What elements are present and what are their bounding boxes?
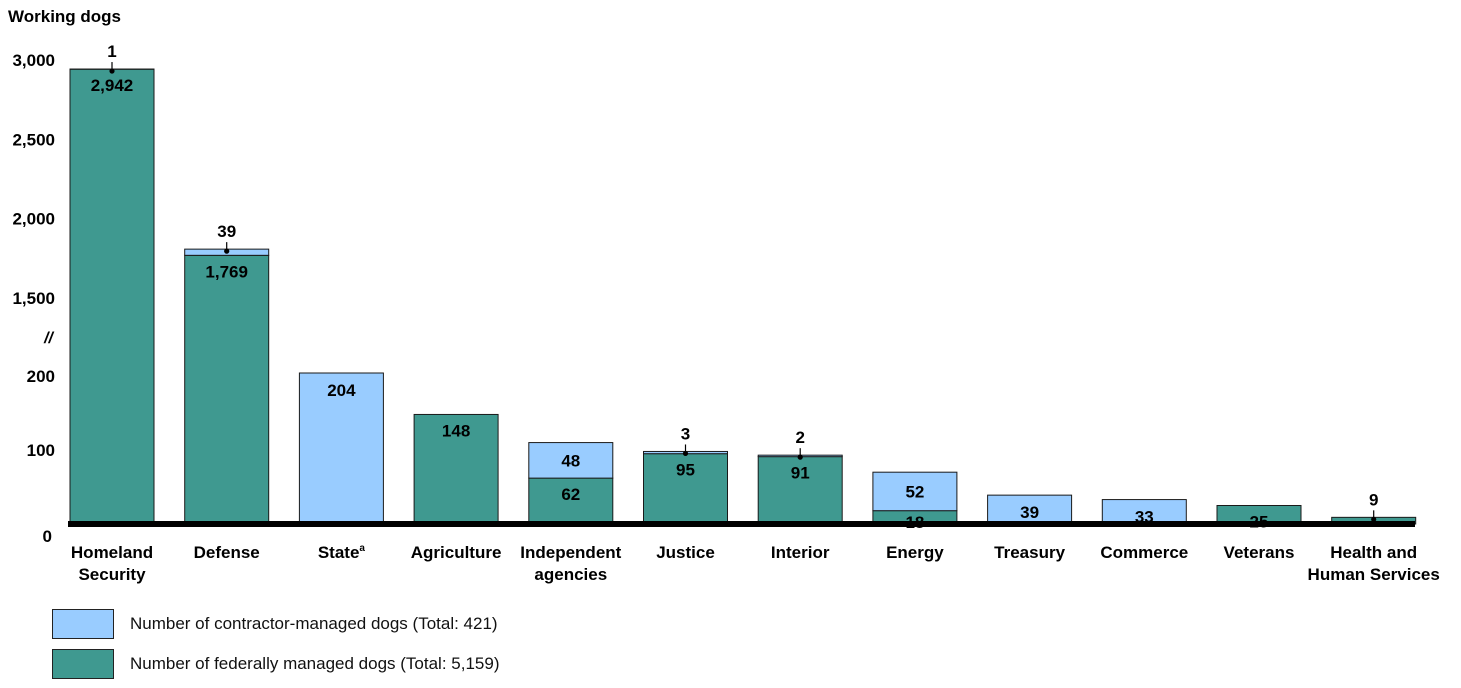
callout-dot (798, 455, 803, 460)
legend-label-contractor: Number of contractor-managed dogs (Total… (130, 614, 498, 634)
legend-label-federal: Number of federally managed dogs (Total:… (130, 654, 499, 674)
value-label: 95 (676, 461, 695, 480)
callout-dot (224, 249, 229, 254)
x-tick-label: agencies (534, 565, 607, 584)
y-tick-label: 1,500 (12, 289, 55, 308)
y-tick-label: 200 (27, 367, 55, 386)
callout-dot (109, 68, 114, 73)
legend-item-federal: Number of federally managed dogs (Total:… (52, 648, 499, 680)
value-label: 148 (442, 421, 470, 440)
value-label: 9 (1369, 490, 1378, 509)
legend-swatch-federal (52, 649, 114, 679)
value-label: 39 (1020, 503, 1039, 522)
y-axis-ticks: 3,000 2,500 2,000 1,500 200 100 0 // (12, 51, 55, 546)
bars (70, 69, 1416, 524)
y-tick-label: 0 (43, 527, 52, 546)
y-tick-label: 2,500 (12, 130, 55, 149)
bar-federal (185, 255, 269, 524)
value-label: 2,942 (91, 76, 134, 95)
x-tick-label: Homeland (71, 543, 153, 562)
legend-item-contractor: Number of contractor-managed dogs (Total… (52, 608, 499, 640)
x-tick-label: Agriculture (411, 543, 502, 562)
y-tick-label: 2,000 (12, 210, 55, 229)
x-axis-baseline (68, 521, 1415, 527)
axis-break-marker: // (43, 330, 54, 347)
x-tick-label: Statea (318, 543, 366, 562)
y-tick-label: 3,000 (12, 51, 55, 70)
value-label: 2 (795, 428, 804, 447)
x-axis-labels: Homeland Security Defense Statea Agriculture… (71, 543, 1440, 584)
value-label: 3 (681, 424, 690, 443)
x-tick-label: Independent (520, 543, 621, 562)
legend-swatch-contractor (52, 609, 114, 639)
y-tick-label: 100 (27, 441, 55, 460)
value-label: 48 (561, 451, 580, 470)
legend: Number of contractor-managed dogs (Total… (52, 608, 499, 688)
x-tick-label: Defense (194, 543, 260, 562)
x-tick-label: Justice (656, 543, 715, 562)
bar-chart: Working dogs 3,000 2,500 2,000 1,500 200 100 0… (0, 0, 1461, 600)
bar-federal (70, 69, 154, 524)
value-label: 204 (327, 381, 356, 400)
value-label: 52 (905, 482, 924, 501)
x-tick-label: Security (78, 565, 146, 584)
value-label: 91 (791, 464, 810, 483)
x-tick-label: Human Services (1308, 565, 1440, 584)
value-label: 39 (217, 222, 236, 241)
x-tick-label: Commerce (1100, 543, 1188, 562)
value-label: 1 (107, 42, 116, 61)
x-tick-label: Veterans (1224, 543, 1295, 562)
x-tick-label: Health and (1330, 543, 1417, 562)
value-label: 1,769 (205, 262, 248, 281)
callout-dot (683, 451, 688, 456)
x-tick-label: Energy (886, 543, 944, 562)
y-axis-title: Working dogs (8, 7, 121, 26)
x-tick-label: Treasury (994, 543, 1065, 562)
x-tick-label: Interior (771, 543, 830, 562)
value-label: 62 (561, 485, 580, 504)
